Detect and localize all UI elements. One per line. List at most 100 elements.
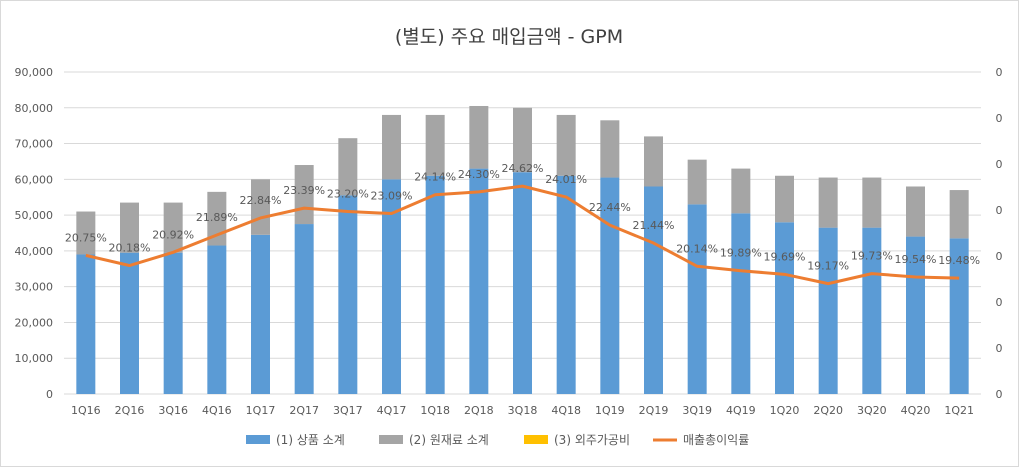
- bar-segment: [251, 179, 270, 235]
- bar-segment: [687, 159, 707, 205]
- bar-segment: [76, 211, 96, 255]
- legend-item: (2) 원재료 소계: [379, 433, 489, 447]
- bar-segment: [425, 114, 445, 176]
- legend-label: 매출총이익률: [683, 433, 749, 447]
- bar-segment: [600, 177, 620, 394]
- y-tick-label: 90,000: [15, 66, 54, 79]
- bars: [76, 105, 969, 394]
- bar-segment: [731, 168, 751, 214]
- bar-segment: [731, 213, 751, 394]
- gpm-data-label: 19.54%: [895, 253, 937, 266]
- gpm-line: [85, 184, 960, 286]
- x-tick-label: 1Q21: [944, 404, 974, 417]
- x-tick-label: 4Q18: [551, 404, 581, 417]
- y2-tick-label: 0: [996, 112, 1003, 125]
- legend-label: (1) 상품 소계: [276, 433, 345, 447]
- legend: (1) 상품 소계 (2) 원재료 소계 (3) 외주가공비 매출총이익률: [246, 433, 749, 447]
- bar-segment: [251, 234, 270, 394]
- axes: 0 10,000 20,000 30,000 40,000 50,000 60,000 70,…: [15, 66, 1003, 417]
- bar-segment: [382, 114, 401, 180]
- gpm-series-line: [85, 184, 960, 286]
- x-tick-label: 2Q19: [639, 404, 669, 417]
- bar-segment: [120, 202, 139, 253]
- gpm-data-label: 19.89%: [720, 247, 762, 260]
- bar-segment: [862, 177, 882, 228]
- bar-segment: [294, 224, 314, 394]
- bar-segment: [338, 195, 358, 394]
- bar-segment: [862, 227, 882, 394]
- bar-segment: [906, 186, 925, 237]
- bar-segment: [163, 202, 183, 253]
- y2-tick-label: 0: [996, 388, 1003, 401]
- x-tick-label: 3Q17: [333, 404, 363, 417]
- legend-label: (2) 원재료 소계: [409, 433, 489, 447]
- gpm-data-label: 19.48%: [938, 254, 980, 267]
- x-tick-label: 4Q19: [726, 404, 756, 417]
- gpm-data-label: 20.75%: [65, 231, 107, 244]
- x-tick-label: 3Q19: [682, 404, 712, 417]
- bar-segment: [687, 204, 707, 394]
- y-tick-label: 70,000: [15, 138, 54, 151]
- gpm-data-label: 24.62%: [502, 162, 544, 175]
- gpm-data-label: 24.14%: [414, 171, 456, 184]
- gpm-data-label: 19.73%: [851, 250, 893, 263]
- gpm-data-label: 23.39%: [283, 184, 325, 197]
- y2-tick-label: 0: [996, 250, 1003, 263]
- bar-segment: [600, 120, 620, 178]
- x-tick-label: 2Q17: [289, 404, 319, 417]
- chart-title: (별도) 주요 매입금액 - GPM: [395, 26, 623, 48]
- y-tick-label: 30,000: [15, 281, 54, 294]
- x-tick-label: 1Q18: [420, 404, 450, 417]
- x-tick-label: 3Q18: [508, 404, 538, 417]
- x-tick-label: 2Q20: [813, 404, 843, 417]
- gpm-data-label: 20.92%: [152, 228, 194, 241]
- y-tick-label: 50,000: [15, 209, 54, 222]
- x-tick-label: 4Q16: [202, 404, 232, 417]
- x-tick-label: 1Q17: [246, 404, 276, 417]
- legend-item: (3) 외주가공비: [524, 433, 630, 447]
- x-tick-label: 2Q18: [464, 404, 494, 417]
- data-labels: 20.75%20.18%20.92%21.89%22.84%23.39% 23.2…: [65, 162, 980, 272]
- bar-segment: [513, 172, 532, 394]
- bar-segment: [775, 222, 794, 394]
- legend-label: (3) 외주가공비: [554, 433, 630, 447]
- y2-tick-label: 0: [996, 296, 1003, 309]
- gpm-data-label: 23.20%: [327, 188, 369, 201]
- x-tick-label: 4Q17: [377, 404, 407, 417]
- x-tick-label: 4Q20: [901, 404, 931, 417]
- gpm-data-label: 21.44%: [633, 219, 675, 232]
- legend-item: (1) 상품 소계: [246, 433, 345, 447]
- gpm-data-label: 20.18%: [109, 242, 151, 255]
- x-tick-label: 1Q16: [71, 404, 101, 417]
- bar-segment: [207, 245, 227, 394]
- y-tick-label: 80,000: [15, 102, 54, 115]
- legend-swatch: [246, 435, 270, 444]
- y-tick-label: 60,000: [15, 173, 54, 186]
- y2-tick-label: 0: [996, 342, 1003, 355]
- y-tick-label: 40,000: [15, 245, 54, 258]
- x-tick-label: 1Q20: [770, 404, 800, 417]
- x-tick-label: 2Q16: [115, 404, 145, 417]
- y2-tick-label: 0: [996, 204, 1003, 217]
- y2-tick-label: 0: [996, 66, 1003, 79]
- bar-segment: [382, 179, 401, 394]
- x-tick-label: 1Q19: [595, 404, 625, 417]
- bar-segment: [76, 254, 96, 394]
- x-tick-label: 3Q16: [158, 404, 188, 417]
- legend-swatch: [524, 435, 548, 444]
- bar-segment: [469, 168, 489, 394]
- bar-segment: [163, 252, 183, 394]
- bar-segment: [469, 105, 489, 169]
- gpm-data-label: 22.44%: [589, 201, 631, 214]
- bar-segment: [644, 136, 663, 187]
- gpm-data-label: 23.09%: [371, 190, 413, 203]
- gpm-data-label: 21.89%: [196, 211, 238, 224]
- bar-segment: [818, 177, 838, 228]
- y-tick-label: 0: [46, 388, 53, 401]
- y2-tick-label: 0: [996, 158, 1003, 171]
- y-tick-label: 20,000: [15, 316, 54, 329]
- bar-segment: [513, 107, 532, 173]
- gpm-data-label: 20.14%: [676, 242, 718, 255]
